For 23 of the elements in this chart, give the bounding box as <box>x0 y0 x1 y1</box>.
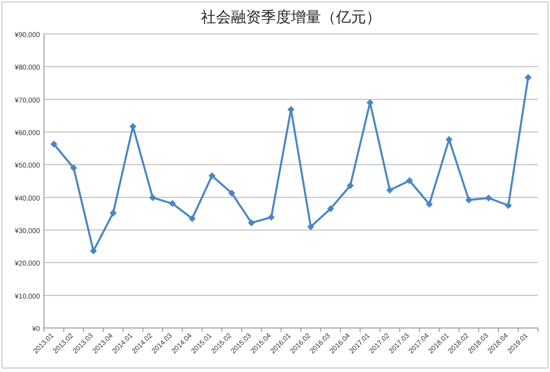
point <box>208 172 216 180</box>
point <box>524 74 532 81</box>
point <box>149 194 156 202</box>
point <box>50 140 58 148</box>
point <box>248 219 255 226</box>
point <box>485 194 492 202</box>
chart-title: 社会融资季度增量（亿元） <box>201 9 381 26</box>
point <box>70 164 78 172</box>
point <box>386 186 394 194</box>
point <box>346 182 354 190</box>
point <box>288 106 294 113</box>
point <box>426 200 433 208</box>
point <box>268 214 275 221</box>
point <box>188 215 196 222</box>
point <box>90 247 97 254</box>
point <box>504 202 512 209</box>
point <box>406 177 414 184</box>
point <box>307 223 314 230</box>
point <box>327 205 334 212</box>
point <box>110 210 117 217</box>
point <box>465 196 472 204</box>
point <box>168 200 176 208</box>
point <box>228 190 236 197</box>
